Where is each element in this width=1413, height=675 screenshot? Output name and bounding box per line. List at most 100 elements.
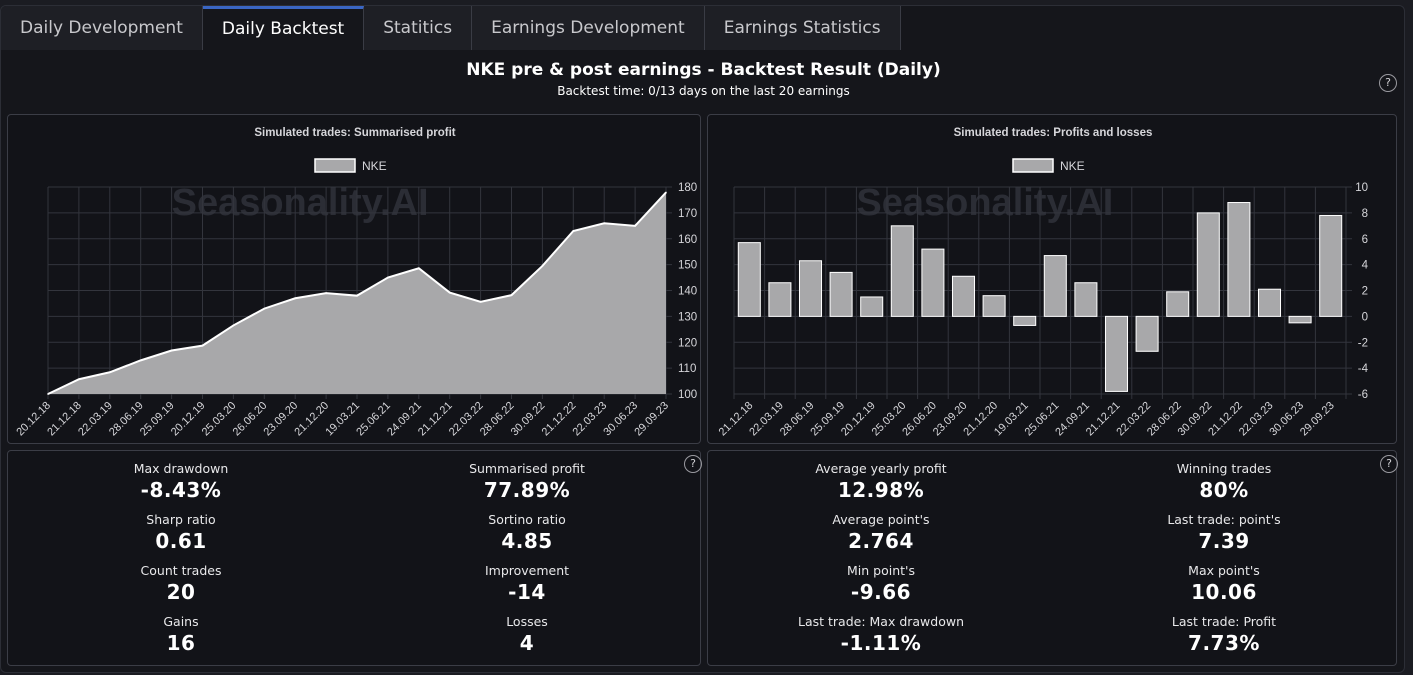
legend-label: NKE xyxy=(362,159,387,173)
stat-item: Gains 16 xyxy=(31,614,331,655)
stat-label: Sortino ratio xyxy=(488,512,566,527)
stat-item: Winning trades 80% xyxy=(1074,461,1374,502)
bar xyxy=(1074,282,1098,317)
stat-item: Last trade: Profit 7.73% xyxy=(1074,614,1374,655)
data-point xyxy=(479,301,482,303)
stat-item: Average yearly profit 12.98% xyxy=(731,461,1031,502)
legend-swatch xyxy=(1012,158,1054,173)
bar xyxy=(1166,291,1190,317)
bar xyxy=(1196,212,1220,317)
stat-item: Last trade: Max drawdown -1.11% xyxy=(731,614,1031,655)
stat-item: Summarised profit 77.89% xyxy=(377,461,677,502)
stat-value: 20 xyxy=(166,580,196,604)
data-point xyxy=(418,267,420,270)
watermark: Seasonality.AI xyxy=(856,182,1113,224)
bar xyxy=(1288,315,1312,324)
data-point xyxy=(572,230,575,232)
tab-bar: Daily Development Daily Backtest Statiti… xyxy=(1,6,901,50)
chart-title: Simulated trades: Summarised profit xyxy=(254,127,455,139)
help-icon[interactable]: ? xyxy=(1380,455,1398,473)
bar xyxy=(798,260,823,317)
x-tick-label: 29.09.23 xyxy=(632,400,671,439)
tab-daily-development[interactable]: Daily Development xyxy=(1,6,203,50)
stat-value: 12.98% xyxy=(837,478,925,502)
data-point xyxy=(603,222,605,225)
help-icon[interactable]: ? xyxy=(1379,74,1397,92)
stat-label: Last trade: Max drawdown xyxy=(797,614,965,629)
stat-label: Min point's xyxy=(847,563,915,578)
tab-earnings-statistics[interactable]: Earnings Statistics xyxy=(704,6,901,50)
summarised-profit-chart: Simulated trades: Summarised profit NKE Se… xyxy=(14,127,697,439)
stat-label: Losses xyxy=(506,614,548,629)
bar xyxy=(1043,255,1067,317)
bar xyxy=(737,242,761,317)
y-tick-label: -2 xyxy=(1358,337,1368,349)
y-tick-label: 150 xyxy=(678,260,697,272)
data-point xyxy=(78,378,80,381)
bar xyxy=(860,296,884,317)
y-tick-label: 6 xyxy=(1362,234,1368,246)
y-tick-label: 110 xyxy=(678,363,696,375)
bar xyxy=(921,248,945,317)
stat-label: Last trade: Profit xyxy=(1171,614,1277,629)
y-tick-label: 2 xyxy=(1362,286,1368,298)
stat-value: 16 xyxy=(166,631,196,655)
summarised-profit-panel: Simulated trades: Summarised profit NKE Se… xyxy=(7,114,701,444)
data-point xyxy=(232,324,235,327)
stat-item: Min point's -9.66 xyxy=(731,563,1031,604)
bar xyxy=(768,282,792,317)
y-tick-label: 4 xyxy=(1362,260,1369,272)
chart-title: Simulated trades: Profits and losses xyxy=(954,127,1153,139)
bar xyxy=(951,275,976,317)
y-tick-label: 180 xyxy=(678,182,697,194)
stat-item: Average point's 2.764 xyxy=(731,512,1031,553)
bar xyxy=(1104,315,1129,392)
data-point xyxy=(109,371,111,374)
data-point xyxy=(263,307,266,310)
y-tick-label: 140 xyxy=(678,286,697,298)
watermark: Seasonality.AI xyxy=(172,182,429,224)
stat-item: Improvement -14 xyxy=(377,563,677,604)
tab-statitics[interactable]: Statitics xyxy=(364,6,473,50)
bar xyxy=(1257,288,1282,317)
tab-daily-backtest[interactable]: Daily Backtest xyxy=(202,6,365,50)
series-area xyxy=(48,192,666,394)
stats-panel-right: ? Average yearly profit 12.98% Winning tra… xyxy=(707,450,1398,666)
data-point xyxy=(294,297,297,300)
stat-item: Sortino ratio 4.85 xyxy=(377,512,677,553)
stat-item: Count trades 20 xyxy=(31,563,331,604)
bar xyxy=(982,295,1006,317)
stat-item: Max drawdown -8.43% xyxy=(31,461,331,502)
legend-swatch xyxy=(314,158,356,173)
stat-label: Average yearly profit xyxy=(815,461,947,476)
y-tick-label: -6 xyxy=(1358,389,1368,401)
y-tick-label: 10 xyxy=(1355,182,1368,194)
bar xyxy=(829,271,853,317)
y-tick-label: 0 xyxy=(1362,311,1368,323)
stat-value: 7.73% xyxy=(1188,631,1260,655)
y-tick-label: 170 xyxy=(678,208,697,220)
stat-label: Max point's xyxy=(1188,563,1260,578)
bar xyxy=(1319,214,1343,317)
bar xyxy=(1227,202,1251,317)
data-point xyxy=(541,265,544,267)
help-icon[interactable]: ? xyxy=(684,455,702,473)
stat-label: Winning trades xyxy=(1176,461,1272,476)
y-tick-label: 100 xyxy=(678,389,697,401)
bar xyxy=(1013,315,1037,326)
y-tick-label: 130 xyxy=(678,311,697,323)
stat-label: Count trades xyxy=(140,563,222,578)
legend-label: NKE xyxy=(1060,159,1085,173)
bar xyxy=(890,225,914,317)
profits-losses-chart: Simulated trades: Profits and losses NKE S… xyxy=(717,127,1369,438)
stats-panel-left: ? Max drawdown -8.43% Summarised profit 77.… xyxy=(7,450,702,666)
stat-label: Average point's xyxy=(832,512,930,527)
backtest-window: Daily Development Daily Backtest Statiti… xyxy=(0,5,1405,673)
data-point xyxy=(170,349,173,352)
page-title: NKE pre & post earnings - Backtest Resul… xyxy=(466,60,941,80)
stat-label: Max drawdown xyxy=(133,461,229,476)
tab-earnings-development[interactable]: Earnings Development xyxy=(472,6,705,50)
data-point xyxy=(356,294,358,297)
data-point xyxy=(201,344,204,347)
data-point xyxy=(448,291,451,294)
